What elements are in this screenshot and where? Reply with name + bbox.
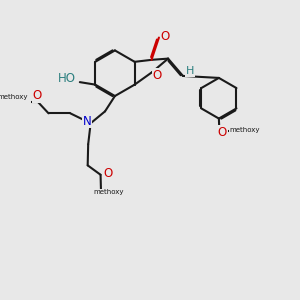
Text: O: O [103,167,112,180]
Text: HO: HO [57,72,75,85]
Text: O: O [218,126,227,139]
Text: O: O [153,69,162,82]
Text: H: H [186,67,194,76]
Text: N: N [82,115,91,128]
Text: O: O [160,30,170,43]
Text: methoxy: methoxy [0,94,28,100]
Text: O: O [32,89,42,102]
Text: methoxy: methoxy [230,127,260,133]
Text: methoxy: methoxy [94,189,124,195]
